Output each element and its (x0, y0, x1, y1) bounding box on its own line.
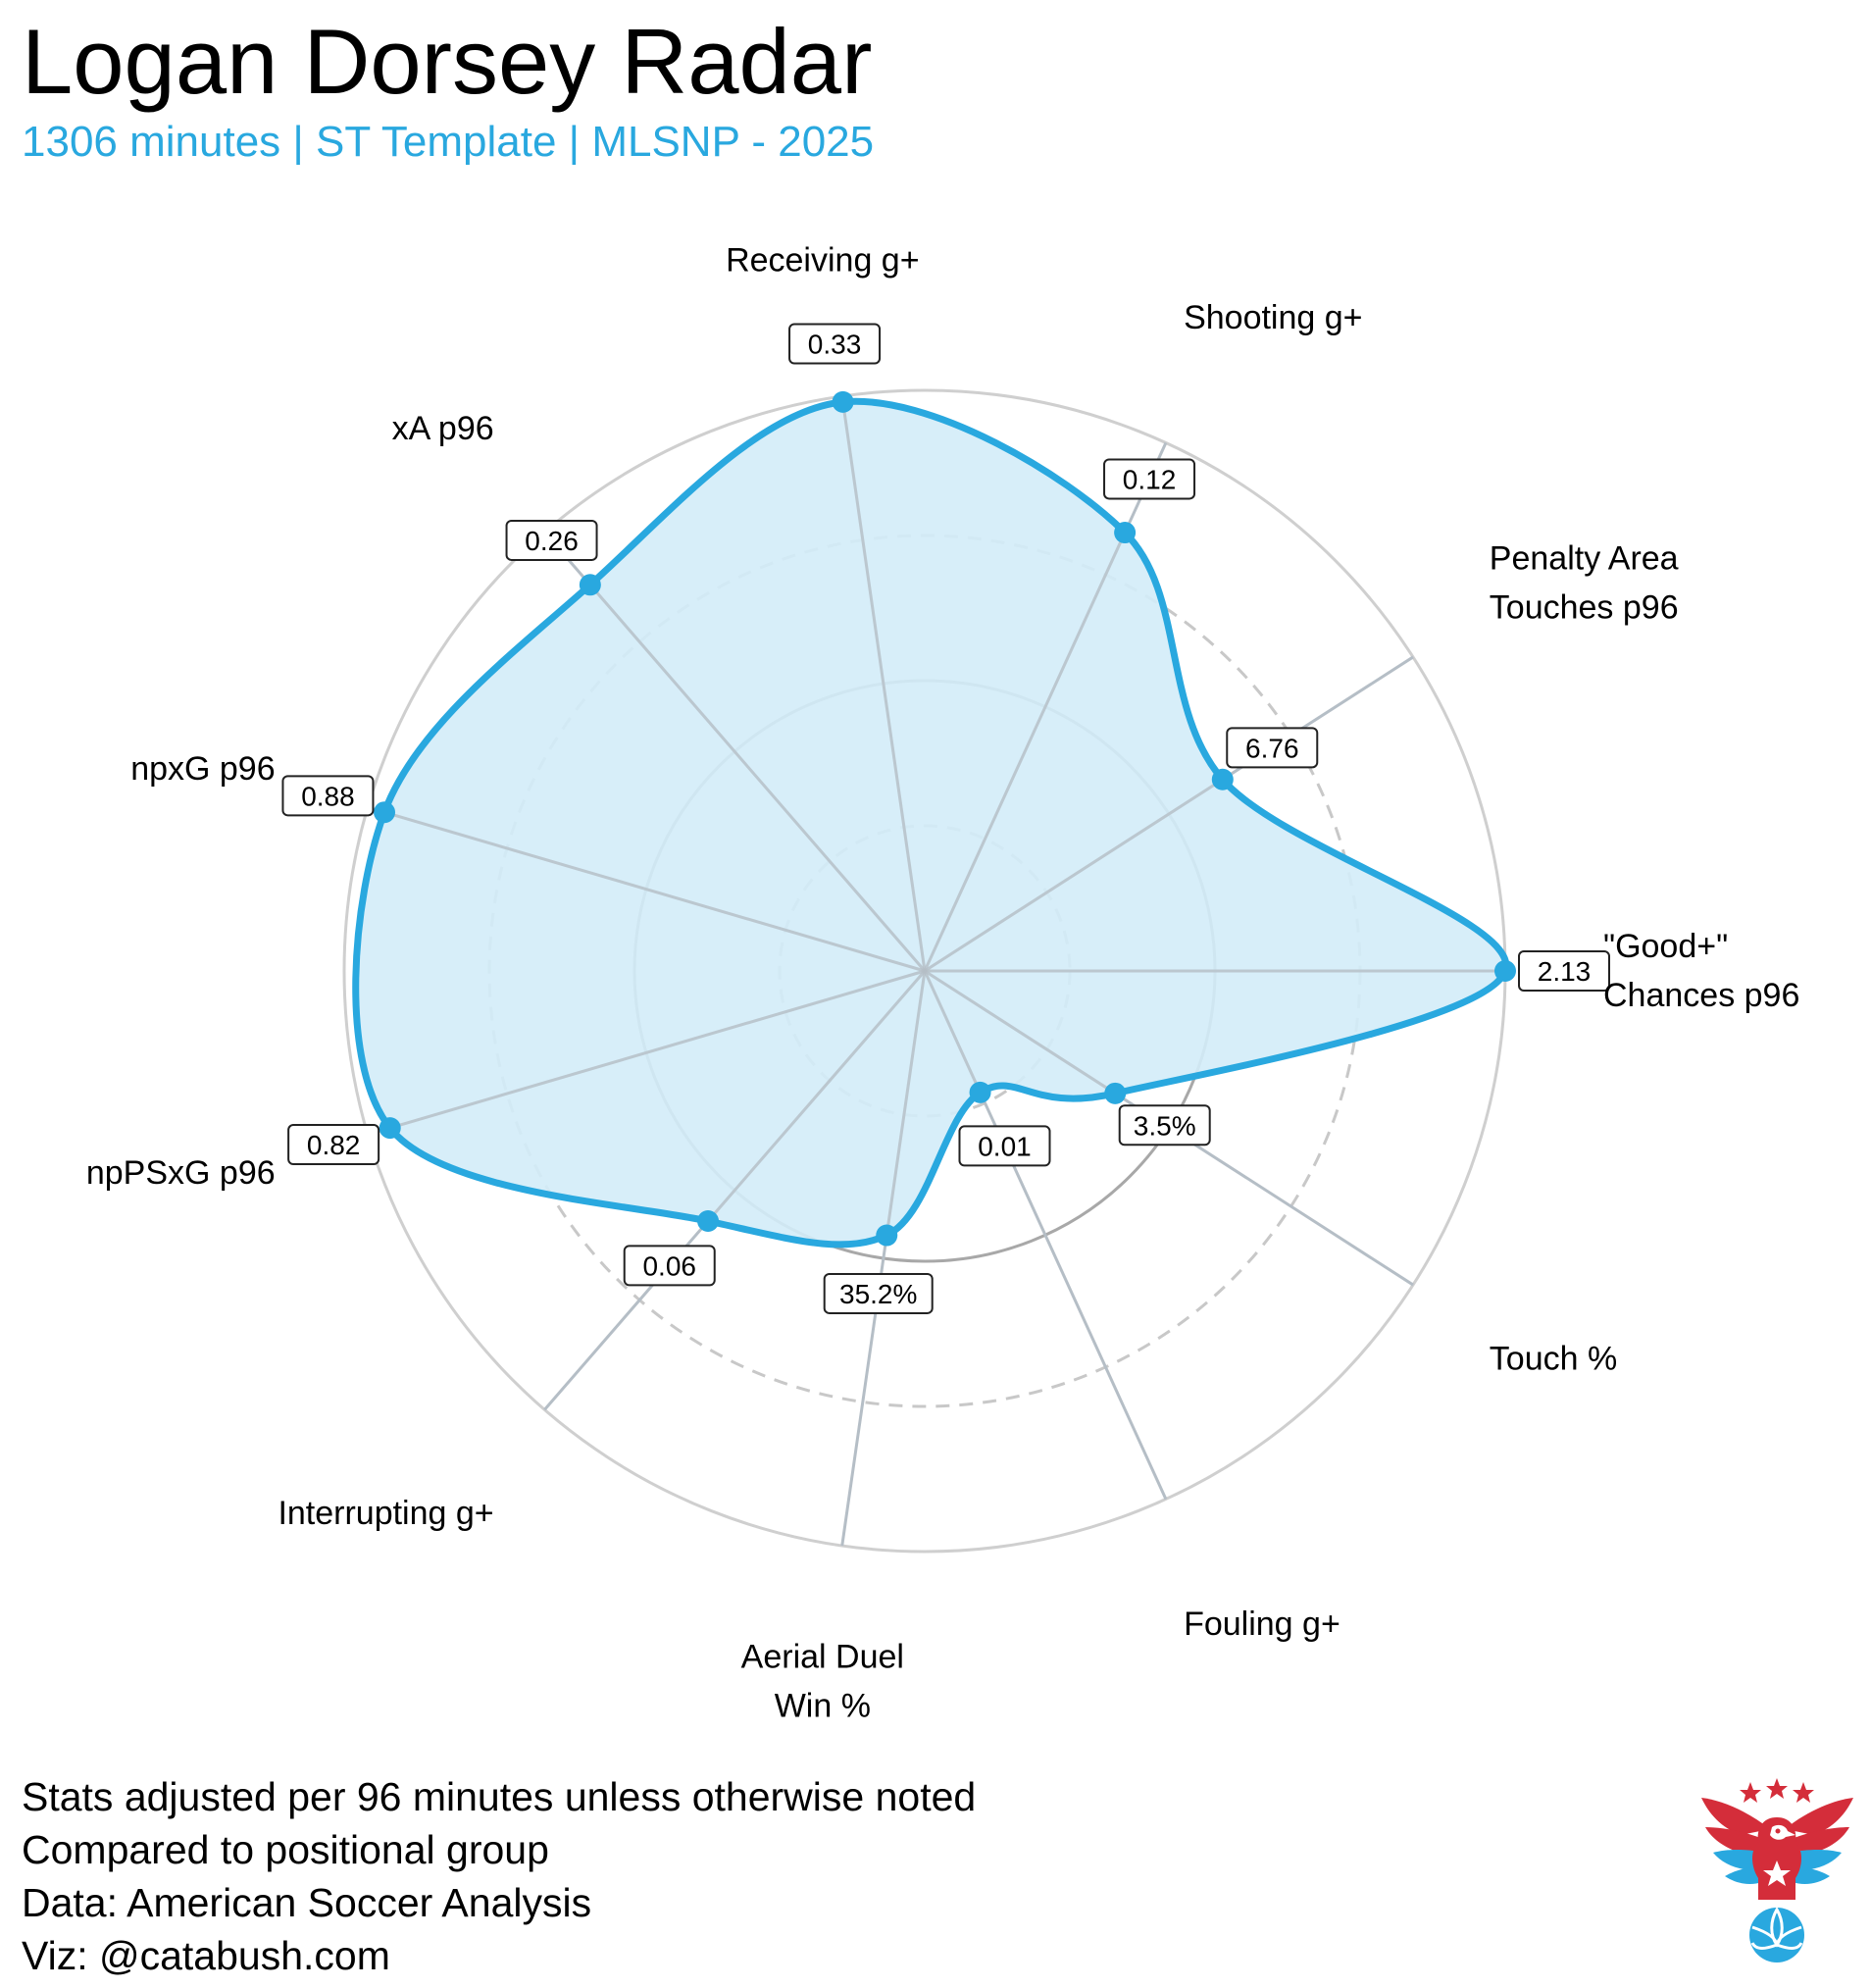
axis-label: xA p96 (392, 410, 494, 447)
axis-label-line: npxG p96 (130, 750, 275, 788)
axis-label-line: "Good+" (1603, 928, 1728, 965)
radar-spoke-inner (924, 969, 1117, 1096)
value-label-text: 6.76 (1245, 733, 1299, 763)
value-label: 0.12 (1103, 458, 1196, 500)
axis-label: "Good+" Chances p96 (1603, 928, 1799, 1014)
value-label: 3.5% (1118, 1104, 1211, 1147)
value-label-box (1118, 1104, 1211, 1147)
footer-note-viz-credit: Viz: @catabush.com (22, 1933, 390, 1978)
value-label-box (823, 1272, 934, 1314)
radar-spoke-inner (923, 970, 982, 1094)
radar-point (1494, 960, 1516, 982)
radar-point (697, 1210, 720, 1233)
value-label: 0.06 (623, 1245, 716, 1287)
axis-label: Receiving g+ (726, 241, 920, 279)
value-label-box (1518, 950, 1610, 992)
value-label-text: 2.13 (1538, 956, 1592, 987)
axis-label: npxG p96 (130, 750, 275, 788)
axis-label-line: Interrupting g+ (278, 1495, 493, 1532)
axis-label: Fouling g+ (1184, 1606, 1340, 1643)
radar-point (579, 574, 601, 596)
value-label-text: 0.82 (307, 1130, 361, 1160)
radar-point (379, 1117, 401, 1140)
value-label-box (1226, 727, 1319, 769)
axis-label: Aerial Duel Win % (741, 1639, 904, 1725)
axis-label: Interrupting g+ (278, 1495, 493, 1532)
radar-point (1104, 1082, 1127, 1104)
axis-label-line: Touches p96 (1490, 588, 1679, 626)
radar-point (832, 390, 854, 413)
value-label-text: 3.5% (1134, 1110, 1196, 1141)
value-label: 2.13 (1518, 950, 1610, 992)
value-label: 0.01 (958, 1125, 1051, 1167)
radar-spoke-inner (885, 970, 927, 1236)
value-label-box (1103, 458, 1196, 500)
value-label-box (281, 775, 375, 817)
axis-label-line: xA p96 (392, 410, 494, 447)
logo-stars (1740, 1778, 1814, 1803)
radar-point (969, 1081, 991, 1103)
axis-label-line: Win % (775, 1688, 871, 1725)
axis-label-line: Shooting g+ (1184, 299, 1362, 336)
radar-spoke-inner (706, 970, 927, 1223)
radar-point (876, 1224, 898, 1247)
value-label-box (788, 323, 882, 365)
logo-soccer-ball (1749, 1907, 1804, 1963)
value-label: 0.26 (505, 519, 598, 561)
value-label: 0.88 (281, 775, 375, 817)
axis-label-line: Touch % (1490, 1341, 1617, 1378)
chart-footer: Stats adjusted per 96 minutes unless oth… (22, 1770, 976, 1982)
radar-spoke-inner (588, 584, 927, 972)
axis-label-line: Receiving g+ (726, 241, 920, 279)
footer-note-data-source: Data: American Soccer Analysis (22, 1880, 592, 1925)
radar-spoke-inner (383, 810, 926, 973)
chart-subtitle: 1306 minutes | ST Template | MLSNP - 202… (22, 118, 875, 166)
value-label-text: 0.06 (642, 1250, 696, 1281)
chart-title: Logan Dorsey Radar (22, 10, 873, 113)
radar-spoke-inner (841, 401, 927, 972)
value-label-box (505, 519, 598, 561)
value-label: 35.2% (823, 1272, 934, 1314)
value-label-text: 0.26 (525, 526, 579, 556)
axis-label: Shooting g+ (1184, 299, 1362, 336)
value-label-text: 0.01 (978, 1131, 1032, 1161)
axis-label-line: Penalty Area (1490, 539, 1679, 577)
value-label: 0.82 (287, 1124, 380, 1166)
radar-point (1114, 522, 1137, 544)
axis-label: npPSxG p96 (86, 1154, 276, 1192)
radar-point (1211, 768, 1234, 790)
value-label-box (958, 1125, 1051, 1167)
value-label: 0.33 (788, 323, 882, 365)
eagle-soccer-ball-logo (1701, 1778, 1853, 1963)
radar-area-fill (355, 401, 1506, 1245)
value-label-text: 35.2% (839, 1279, 917, 1309)
value-label-text: 0.88 (301, 781, 355, 811)
radar-series-line (352, 397, 1510, 1249)
value-label: 6.76 (1226, 727, 1319, 769)
radar-spoke-inner (924, 778, 1224, 973)
axis-label-line: Chances p96 (1603, 977, 1799, 1014)
axis-label-line: npPSxG p96 (86, 1154, 276, 1192)
radar-spoke-inner (389, 969, 926, 1130)
value-label-text: 0.12 (1123, 464, 1177, 494)
axis-label: Penalty Area Touches p96 (1490, 539, 1679, 626)
axis-label: Touch % (1490, 1341, 1617, 1378)
axis-label-line: Fouling g+ (1184, 1606, 1340, 1643)
logo-eagle-body (1752, 1817, 1801, 1900)
axis-label-line: Aerial Duel (741, 1639, 904, 1676)
value-label-box (287, 1124, 380, 1166)
value-label-text: 0.33 (808, 329, 862, 359)
footer-note-per96: Stats adjusted per 96 minutes unless oth… (22, 1774, 977, 1819)
logo-wing-right (1785, 1798, 1853, 1884)
radar-spoke-inner (923, 532, 1127, 972)
radar-point (374, 801, 396, 824)
footer-note-comparison: Compared to positional group (22, 1827, 549, 1872)
value-label-box (623, 1245, 716, 1287)
